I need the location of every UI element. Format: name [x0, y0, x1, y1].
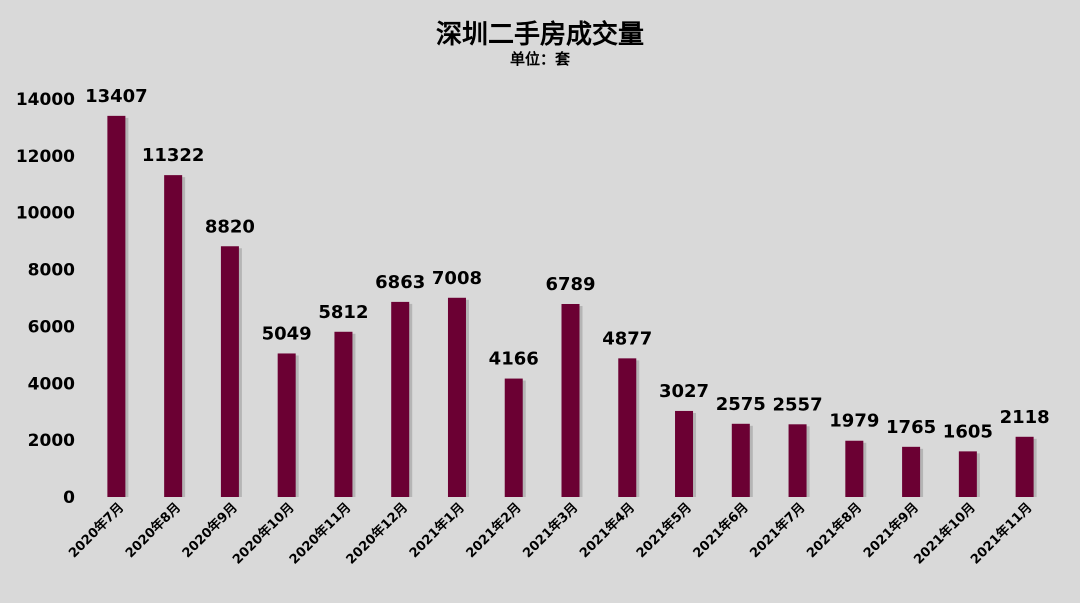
bar: [788, 424, 807, 497]
chart-subtitle: 单位：套: [509, 50, 570, 68]
data-label: 4166: [489, 349, 539, 370]
x-tick-label: 2021年3月: [520, 500, 582, 562]
x-tick-label: 2021年2月: [463, 500, 525, 562]
x-tick-label: 2020年9月: [179, 500, 241, 562]
data-label: 5049: [262, 323, 312, 344]
bar: [334, 331, 353, 497]
x-tick-label: 2021年1月: [406, 500, 468, 562]
bar: [277, 353, 296, 497]
x-tick-label: 2021年4月: [576, 500, 638, 562]
y-tick-label: 10000: [16, 204, 75, 224]
data-label: 2575: [716, 394, 766, 415]
bar: [561, 303, 580, 497]
bar: [1015, 436, 1034, 497]
bar: [220, 246, 239, 497]
x-tick-label: 2021年5月: [633, 500, 695, 562]
data-label: 4877: [602, 328, 652, 349]
y-tick-label: 4000: [28, 374, 75, 394]
bar: [731, 423, 750, 497]
data-label: 3027: [659, 381, 709, 402]
data-label: 7008: [432, 268, 482, 289]
x-tick-label: 2021年9月: [860, 500, 922, 562]
bar: [845, 440, 864, 497]
bar: [618, 358, 637, 497]
data-label: 6863: [375, 272, 425, 293]
bar: [107, 115, 126, 497]
x-tick-label: 2021年8月: [803, 500, 865, 562]
x-tick-label: 2020年7月: [66, 500, 128, 562]
data-label: 1605: [943, 421, 993, 442]
bar: [902, 446, 921, 497]
chart-title: 深圳二手房成交量: [435, 20, 644, 50]
data-label: 1979: [829, 411, 879, 432]
y-tick-label: 2000: [28, 431, 75, 451]
data-label: 8820: [205, 216, 255, 237]
bar: [164, 175, 183, 497]
y-tick-label: 0: [63, 488, 75, 508]
data-label: 1765: [886, 417, 936, 438]
data-label: 5812: [318, 302, 368, 323]
data-label: 2557: [773, 394, 823, 415]
data-label: 13407: [85, 86, 148, 107]
y-tick-label: 12000: [16, 147, 75, 167]
data-label: 2118: [1000, 407, 1050, 428]
bar: [504, 378, 523, 497]
bar: [391, 301, 410, 497]
x-tick-label: 2021年7月: [747, 500, 809, 562]
bar: [447, 297, 466, 497]
y-tick-label: 8000: [28, 261, 75, 281]
y-tick-label: 14000: [16, 90, 75, 110]
bar: [958, 451, 977, 497]
bar: [675, 410, 694, 497]
data-label: 6789: [545, 274, 595, 295]
data-label: 11322: [142, 145, 205, 166]
y-tick-label: 6000: [28, 317, 75, 337]
x-tick-label: 2021年6月: [690, 500, 752, 562]
x-tick-label: 2020年8月: [122, 500, 184, 562]
